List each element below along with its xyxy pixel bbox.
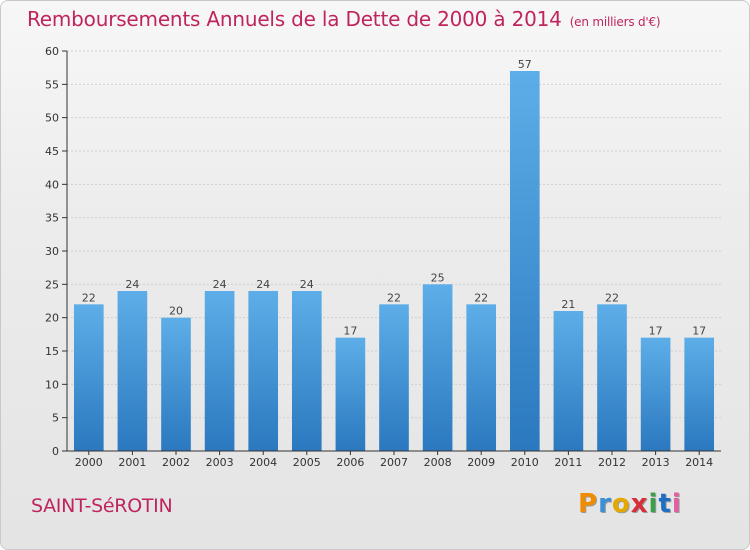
y-tick-label: 45 [45,145,59,158]
bar-value-label: 24 [256,278,270,291]
y-tick-label: 10 [45,378,59,391]
y-tick-label: 50 [45,112,59,125]
bar [684,337,715,451]
chart-subtitle: (en milliers d'€) [569,15,661,29]
x-tick-label: 2005 [293,456,321,469]
bar-value-label: 24 [125,278,139,291]
bar-value-label: 17 [692,325,706,338]
x-tick-label: 2010 [511,456,539,469]
bar [291,291,322,451]
commune-name: SAINT-SéROTIN [31,495,173,517]
y-tick-label: 0 [52,445,59,458]
x-tick-label: 2007 [380,456,408,469]
x-tick-label: 2002 [162,456,190,469]
logo-letter: i [648,489,659,519]
bar-value-label: 20 [169,305,183,318]
bar [161,317,191,451]
bar [73,304,104,451]
x-tick-label: 2008 [424,456,452,469]
x-tick-label: 2014 [685,456,713,469]
bar [335,337,366,451]
x-tick-label: 2000 [75,456,103,469]
x-tick-label: 2003 [206,456,234,469]
bar-value-label: 17 [649,325,663,338]
logo-letter: x [630,489,649,519]
bar [509,71,540,451]
x-tick-label: 2004 [249,456,277,469]
bar-value-label: 21 [561,298,575,311]
bar [204,291,235,451]
bar-value-label: 25 [431,271,445,284]
logo-letter: r [598,489,612,519]
y-tick-label: 55 [45,78,59,91]
y-tick-label: 15 [45,345,59,358]
bar [422,284,453,451]
chart-title-text: Remboursements Annuels de la Dette de 20… [27,7,562,31]
logo-letter: t [658,489,672,519]
bar-value-label: 24 [213,278,227,291]
y-tick-label: 60 [45,45,59,58]
x-tick-label: 2001 [118,456,146,469]
y-tick-label: 5 [52,412,59,425]
logo-letter: P [578,489,599,519]
bar [466,304,497,451]
chart-title: Remboursements Annuels de la Dette de 20… [27,7,661,31]
bar-value-label: 22 [82,291,96,304]
x-tick-label: 2006 [336,456,364,469]
bar [117,291,148,451]
bar [379,304,409,451]
bar [597,304,627,451]
bar-value-label: 17 [343,325,357,338]
logo-letter: o [611,489,631,519]
bar-value-label: 22 [474,291,488,304]
bar-value-label: 22 [605,291,619,304]
y-tick-label: 40 [45,178,59,191]
y-tick-label: 20 [45,312,59,325]
bar-value-label: 57 [518,58,532,71]
proxiti-logo: Proxiti [578,489,682,519]
y-tick-label: 30 [45,245,59,258]
bar [248,291,279,451]
x-tick-label: 2009 [467,456,495,469]
bar-value-label: 24 [300,278,314,291]
bar-value-label: 22 [387,291,401,304]
y-tick-label: 35 [45,212,59,225]
y-tick-label: 25 [45,278,59,291]
x-tick-label: 2012 [598,456,626,469]
logo-letter: i [671,489,682,519]
bar [640,337,671,451]
x-tick-label: 2011 [554,456,582,469]
bar [553,311,584,451]
x-tick-label: 2013 [642,456,670,469]
